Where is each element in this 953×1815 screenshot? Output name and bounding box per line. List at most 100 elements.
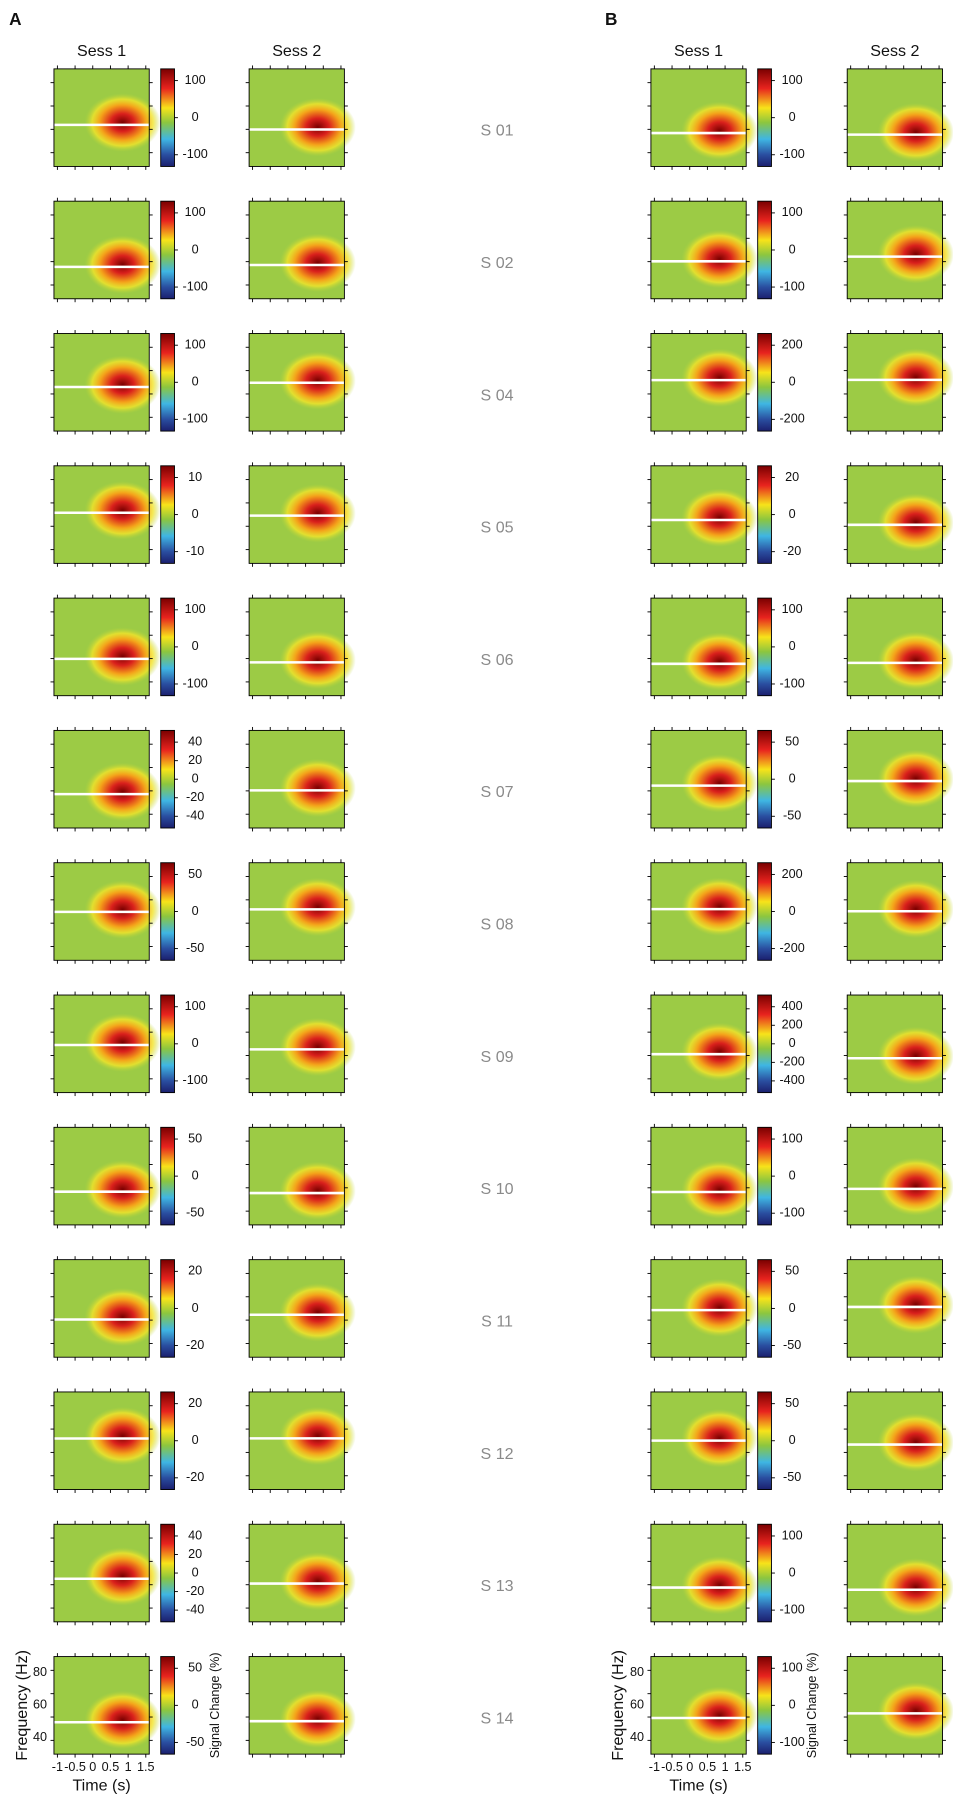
colorbar-tick-label: -200 bbox=[779, 1055, 804, 1069]
y-tick-label: 60 bbox=[630, 1698, 644, 1712]
colorbar bbox=[758, 69, 772, 167]
colorbar bbox=[758, 333, 772, 431]
colorbar-tick-label: -50 bbox=[783, 809, 801, 823]
colorbar-tick-label: -100 bbox=[779, 676, 804, 690]
colorbar-tick-label: 200 bbox=[782, 867, 803, 881]
colorbar-tick-label: 0 bbox=[789, 507, 796, 521]
y-axis-label: Frequency (Hz) bbox=[609, 1650, 627, 1761]
colorbar-tick-label: -100 bbox=[779, 147, 804, 161]
colorbar-tick-label: -100 bbox=[183, 1073, 208, 1087]
heatmap-activity bbox=[878, 631, 953, 690]
colorbar-tick-label: 0 bbox=[192, 1565, 199, 1579]
colorbar-tick-label: 0 bbox=[192, 772, 199, 786]
colorbar bbox=[758, 1657, 772, 1755]
x-tick-label: 0 bbox=[686, 1760, 693, 1774]
colorbar-tick-label: 200 bbox=[782, 338, 803, 352]
colorbar-tick-label: -100 bbox=[779, 1206, 804, 1220]
colorbar-tick-label: -50 bbox=[186, 1206, 204, 1220]
session-header: Sess 2 bbox=[272, 42, 321, 60]
x-axis-label: Time (s) bbox=[669, 1777, 727, 1795]
subject-label: S 04 bbox=[481, 386, 514, 404]
colorbar-tick-label: -20 bbox=[186, 1338, 204, 1352]
subject-label: S 12 bbox=[481, 1445, 514, 1463]
colorbar-tick-label: 0 bbox=[789, 375, 796, 389]
colorbar-label: Signal Change (%) bbox=[805, 1652, 819, 1758]
colorbar-tick-label: 100 bbox=[782, 1661, 803, 1675]
colorbar-tick-label: 0 bbox=[789, 1698, 796, 1712]
x-tick-label: 1 bbox=[125, 1760, 132, 1774]
colorbar-tick-label: 100 bbox=[185, 338, 206, 352]
colorbar-label: Signal Change (%) bbox=[208, 1652, 222, 1758]
heatmap-activity bbox=[878, 1027, 953, 1086]
colorbar bbox=[758, 201, 772, 299]
colorbar-tick-label: -50 bbox=[783, 1338, 801, 1352]
colorbar-tick-label: 0 bbox=[789, 1565, 796, 1579]
colorbar-tick-label: -40 bbox=[186, 809, 204, 823]
colorbar-tick-label: 0 bbox=[789, 1168, 796, 1182]
subject-label: S 11 bbox=[481, 1312, 513, 1330]
colorbar-tick-label: -100 bbox=[779, 279, 804, 293]
x-tick-label: -1 bbox=[52, 1760, 63, 1774]
colorbar-tick-label: -50 bbox=[186, 1735, 204, 1749]
colorbar-tick-label: -100 bbox=[779, 1735, 804, 1749]
colorbar-tick-label: -200 bbox=[779, 941, 804, 955]
x-tick-label: 1.5 bbox=[137, 1760, 155, 1774]
colorbar-tick-label: -100 bbox=[183, 147, 208, 161]
figure: ASess 1Sess 21000-1001000-1001000-100100… bbox=[0, 0, 953, 1815]
colorbar bbox=[758, 730, 772, 828]
colorbar-tick-label: 0 bbox=[192, 1168, 199, 1182]
colorbar-tick-label: 100 bbox=[185, 999, 206, 1013]
heatmap-activity bbox=[878, 1157, 953, 1216]
colorbar-tick-label: -100 bbox=[183, 279, 208, 293]
colorbar bbox=[758, 466, 772, 564]
subject-label: S 02 bbox=[481, 254, 514, 272]
colorbar-tick-label: 0 bbox=[789, 1301, 796, 1315]
colorbar-tick-label: 20 bbox=[785, 470, 799, 484]
heatmap-activity bbox=[878, 1275, 953, 1334]
y-axis-label: Frequency (Hz) bbox=[13, 1650, 31, 1761]
colorbar-tick-label: 0 bbox=[192, 242, 199, 256]
colorbar bbox=[161, 1657, 175, 1755]
colorbar-tick-label: -50 bbox=[186, 941, 204, 955]
colorbar bbox=[758, 863, 772, 961]
y-tick-label: 40 bbox=[630, 1730, 644, 1744]
colorbar-tick-label: 0 bbox=[789, 639, 796, 653]
colorbar bbox=[161, 466, 175, 564]
colorbar bbox=[161, 69, 175, 167]
x-tick-label: 1.5 bbox=[734, 1760, 752, 1774]
heatmap-activity bbox=[878, 750, 953, 809]
x-tick-label: 0.5 bbox=[699, 1760, 717, 1774]
y-tick-label: 60 bbox=[33, 1698, 47, 1712]
colorbar-tick-label: 0 bbox=[789, 110, 796, 124]
heatmap-activity bbox=[878, 1413, 953, 1472]
colorbar-tick-label: 0 bbox=[789, 904, 796, 918]
panel-label: A bbox=[9, 9, 21, 29]
colorbar-tick-label: 0 bbox=[789, 1433, 796, 1447]
panel-label: B bbox=[605, 9, 617, 29]
y-tick-label: 40 bbox=[33, 1730, 47, 1744]
subject-label: S 13 bbox=[481, 1577, 514, 1595]
heatmap-activity bbox=[878, 493, 953, 552]
colorbar-tick-label: 100 bbox=[782, 1131, 803, 1145]
colorbar-tick-label: 50 bbox=[785, 734, 799, 748]
y-tick-label: 80 bbox=[33, 1665, 47, 1679]
colorbar-tick-label: 50 bbox=[188, 867, 202, 881]
colorbar-tick-label: 100 bbox=[185, 602, 206, 616]
colorbar-tick-label: 0 bbox=[192, 904, 199, 918]
colorbar-tick-label: -100 bbox=[779, 1602, 804, 1616]
colorbar bbox=[161, 1392, 175, 1490]
colorbar bbox=[758, 1127, 772, 1225]
subject-label: S 06 bbox=[481, 651, 514, 669]
colorbar-tick-label: 0 bbox=[192, 1433, 199, 1447]
heatmap-activity bbox=[878, 348, 953, 407]
colorbar-tick-label: 0 bbox=[192, 507, 199, 521]
colorbar-tick-label: -100 bbox=[183, 676, 208, 690]
colorbar-tick-label: 400 bbox=[782, 999, 803, 1013]
colorbar-tick-label: -50 bbox=[783, 1470, 801, 1484]
colorbar-tick-label: -20 bbox=[186, 1470, 204, 1484]
colorbar-tick-label: -200 bbox=[779, 412, 804, 426]
colorbar-tick-label: 0 bbox=[192, 1036, 199, 1050]
colorbar bbox=[758, 598, 772, 696]
colorbar bbox=[161, 995, 175, 1093]
colorbar-tick-label: 0 bbox=[789, 1036, 796, 1050]
